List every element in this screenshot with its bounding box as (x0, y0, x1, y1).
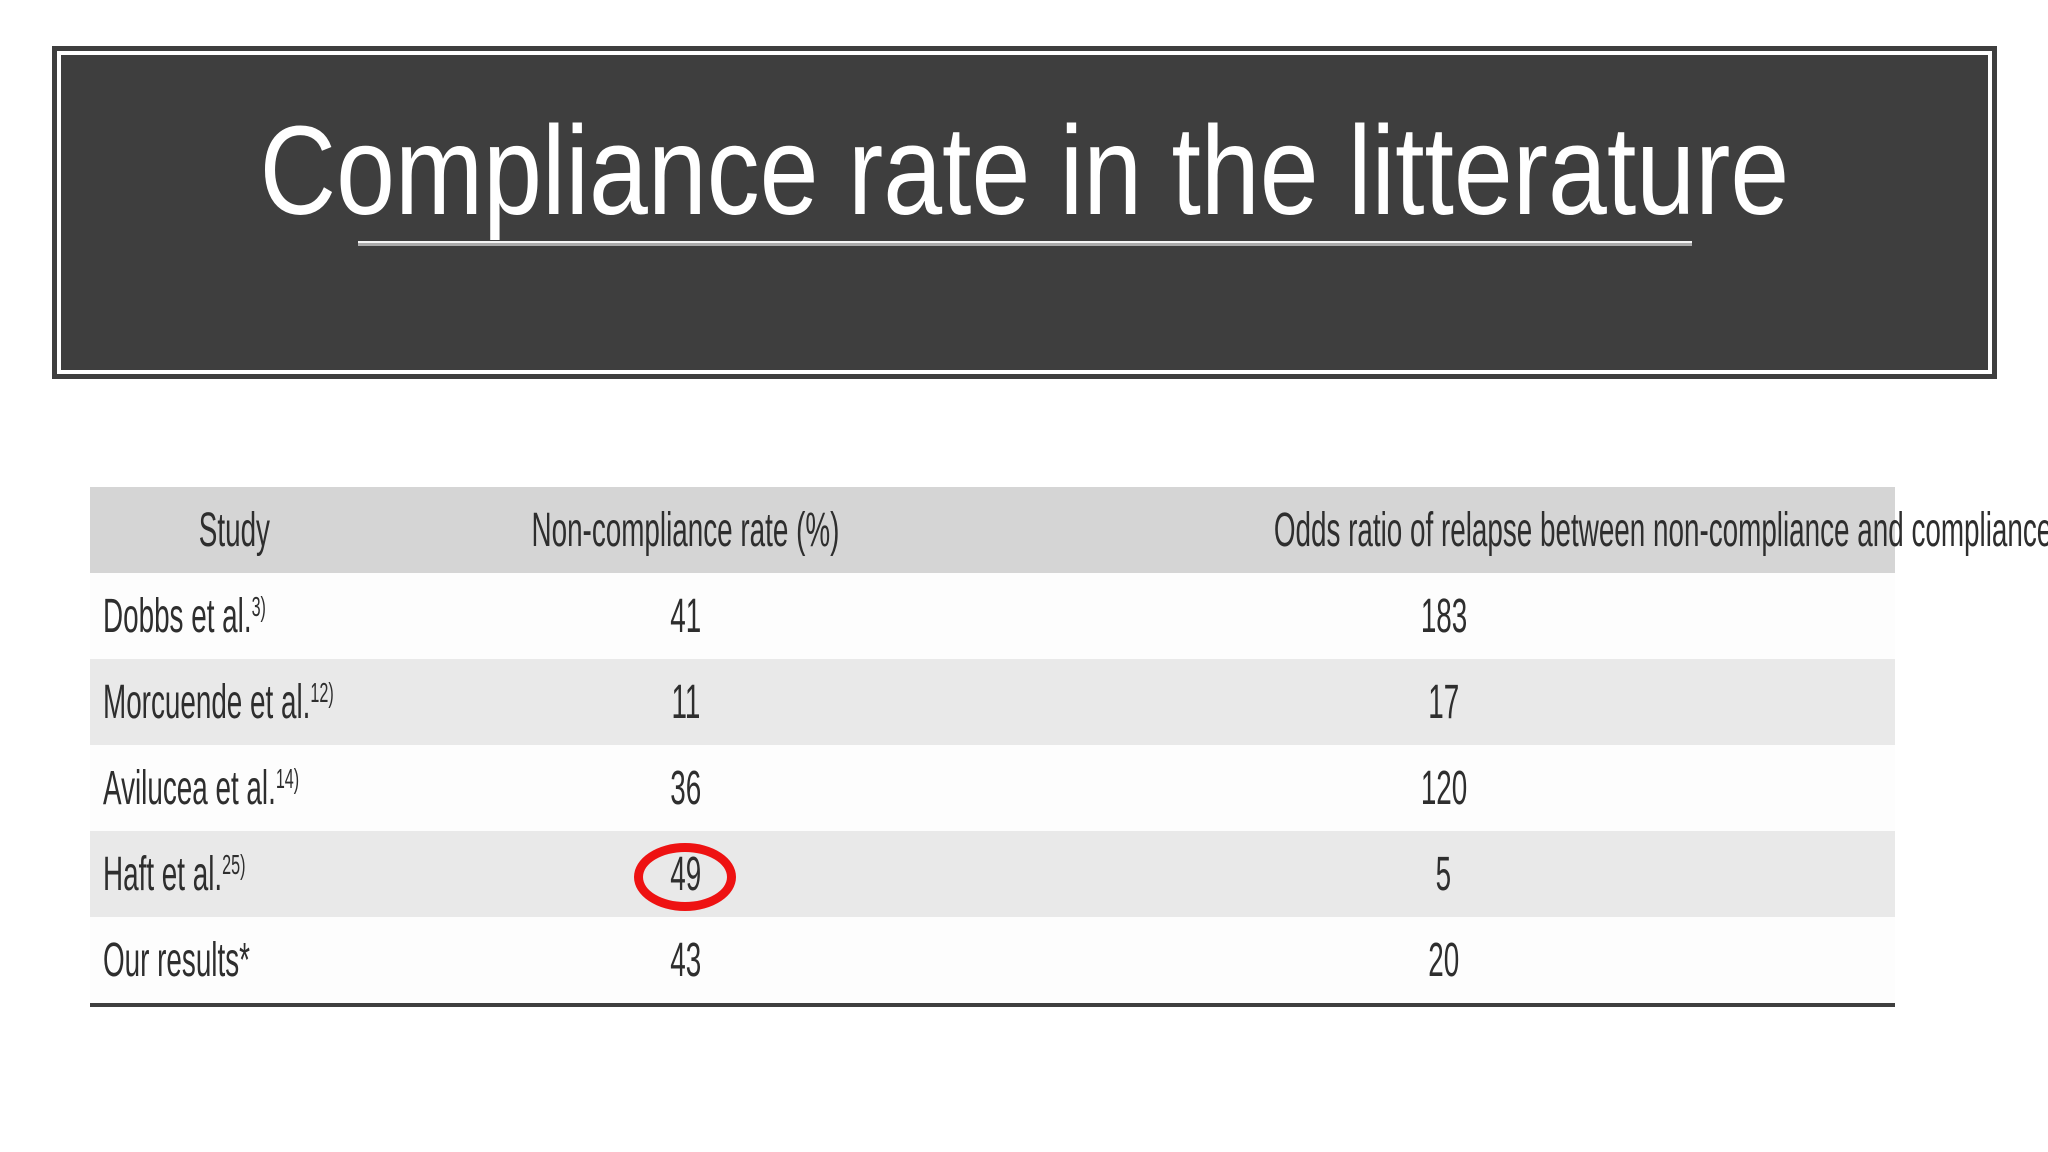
table-row: Morcuende et al.12) 11 17 (90, 659, 1895, 745)
table-row: Our results* 43 20 (90, 917, 1895, 1007)
study-name: Dobbs et al. (103, 589, 252, 643)
rate-cell: 36 (378, 745, 993, 831)
study-name: Haft et al. (103, 847, 223, 901)
highlight-circle (634, 843, 736, 911)
table-row: Haft et al.25) 49 5 (90, 831, 1895, 917)
compliance-table: Study Non-compliance rate (%) Odds ratio… (90, 487, 2048, 1007)
odds-cell: 20 (992, 917, 1895, 1007)
odds-cell: 120 (992, 745, 1895, 831)
study-name: Morcuende et al. (103, 675, 311, 729)
title-box-inner: Compliance rate in the litterature (61, 55, 1988, 370)
reference-superscript: 25) (222, 849, 246, 881)
title-underline (357, 241, 1692, 246)
study-name: Avilucea et al. (103, 761, 276, 815)
rate-cell: 43 (378, 917, 993, 1007)
study-name: Our results* (103, 933, 250, 987)
rate-cell: 41 (378, 573, 993, 659)
rate-cell: 11 (378, 659, 993, 745)
reference-superscript: 3) (251, 591, 266, 623)
study-cell: Our results* (90, 917, 379, 1007)
table-header-row: Study Non-compliance rate (%) Odds ratio… (90, 487, 2048, 573)
column-header-study: Study (90, 487, 379, 573)
study-cell: Avilucea et al.14) (90, 745, 379, 831)
odds-cell: 183 (992, 573, 1895, 659)
study-cell: Haft et al.25) (90, 831, 379, 917)
column-header-odds: Odds ratio of relapse between non-compli… (992, 487, 2048, 573)
table-row: Avilucea et al.14) 36 120 (90, 745, 1895, 831)
odds-cell: 5 (992, 831, 1895, 917)
reference-superscript: 14) (275, 763, 300, 795)
title-box: Compliance rate in the litterature (52, 46, 1997, 379)
odds-cell: 17 (992, 659, 1895, 745)
study-cell: Dobbs et al.3) (90, 573, 379, 659)
reference-superscript: 12) (310, 677, 334, 709)
column-header-rate: Non-compliance rate (%) (378, 487, 993, 573)
page-title: Compliance rate in the litterature (259, 100, 1790, 241)
table-row: Dobbs et al.3) 41 183 (90, 573, 1895, 659)
study-cell: Morcuende et al.12) (90, 659, 379, 745)
